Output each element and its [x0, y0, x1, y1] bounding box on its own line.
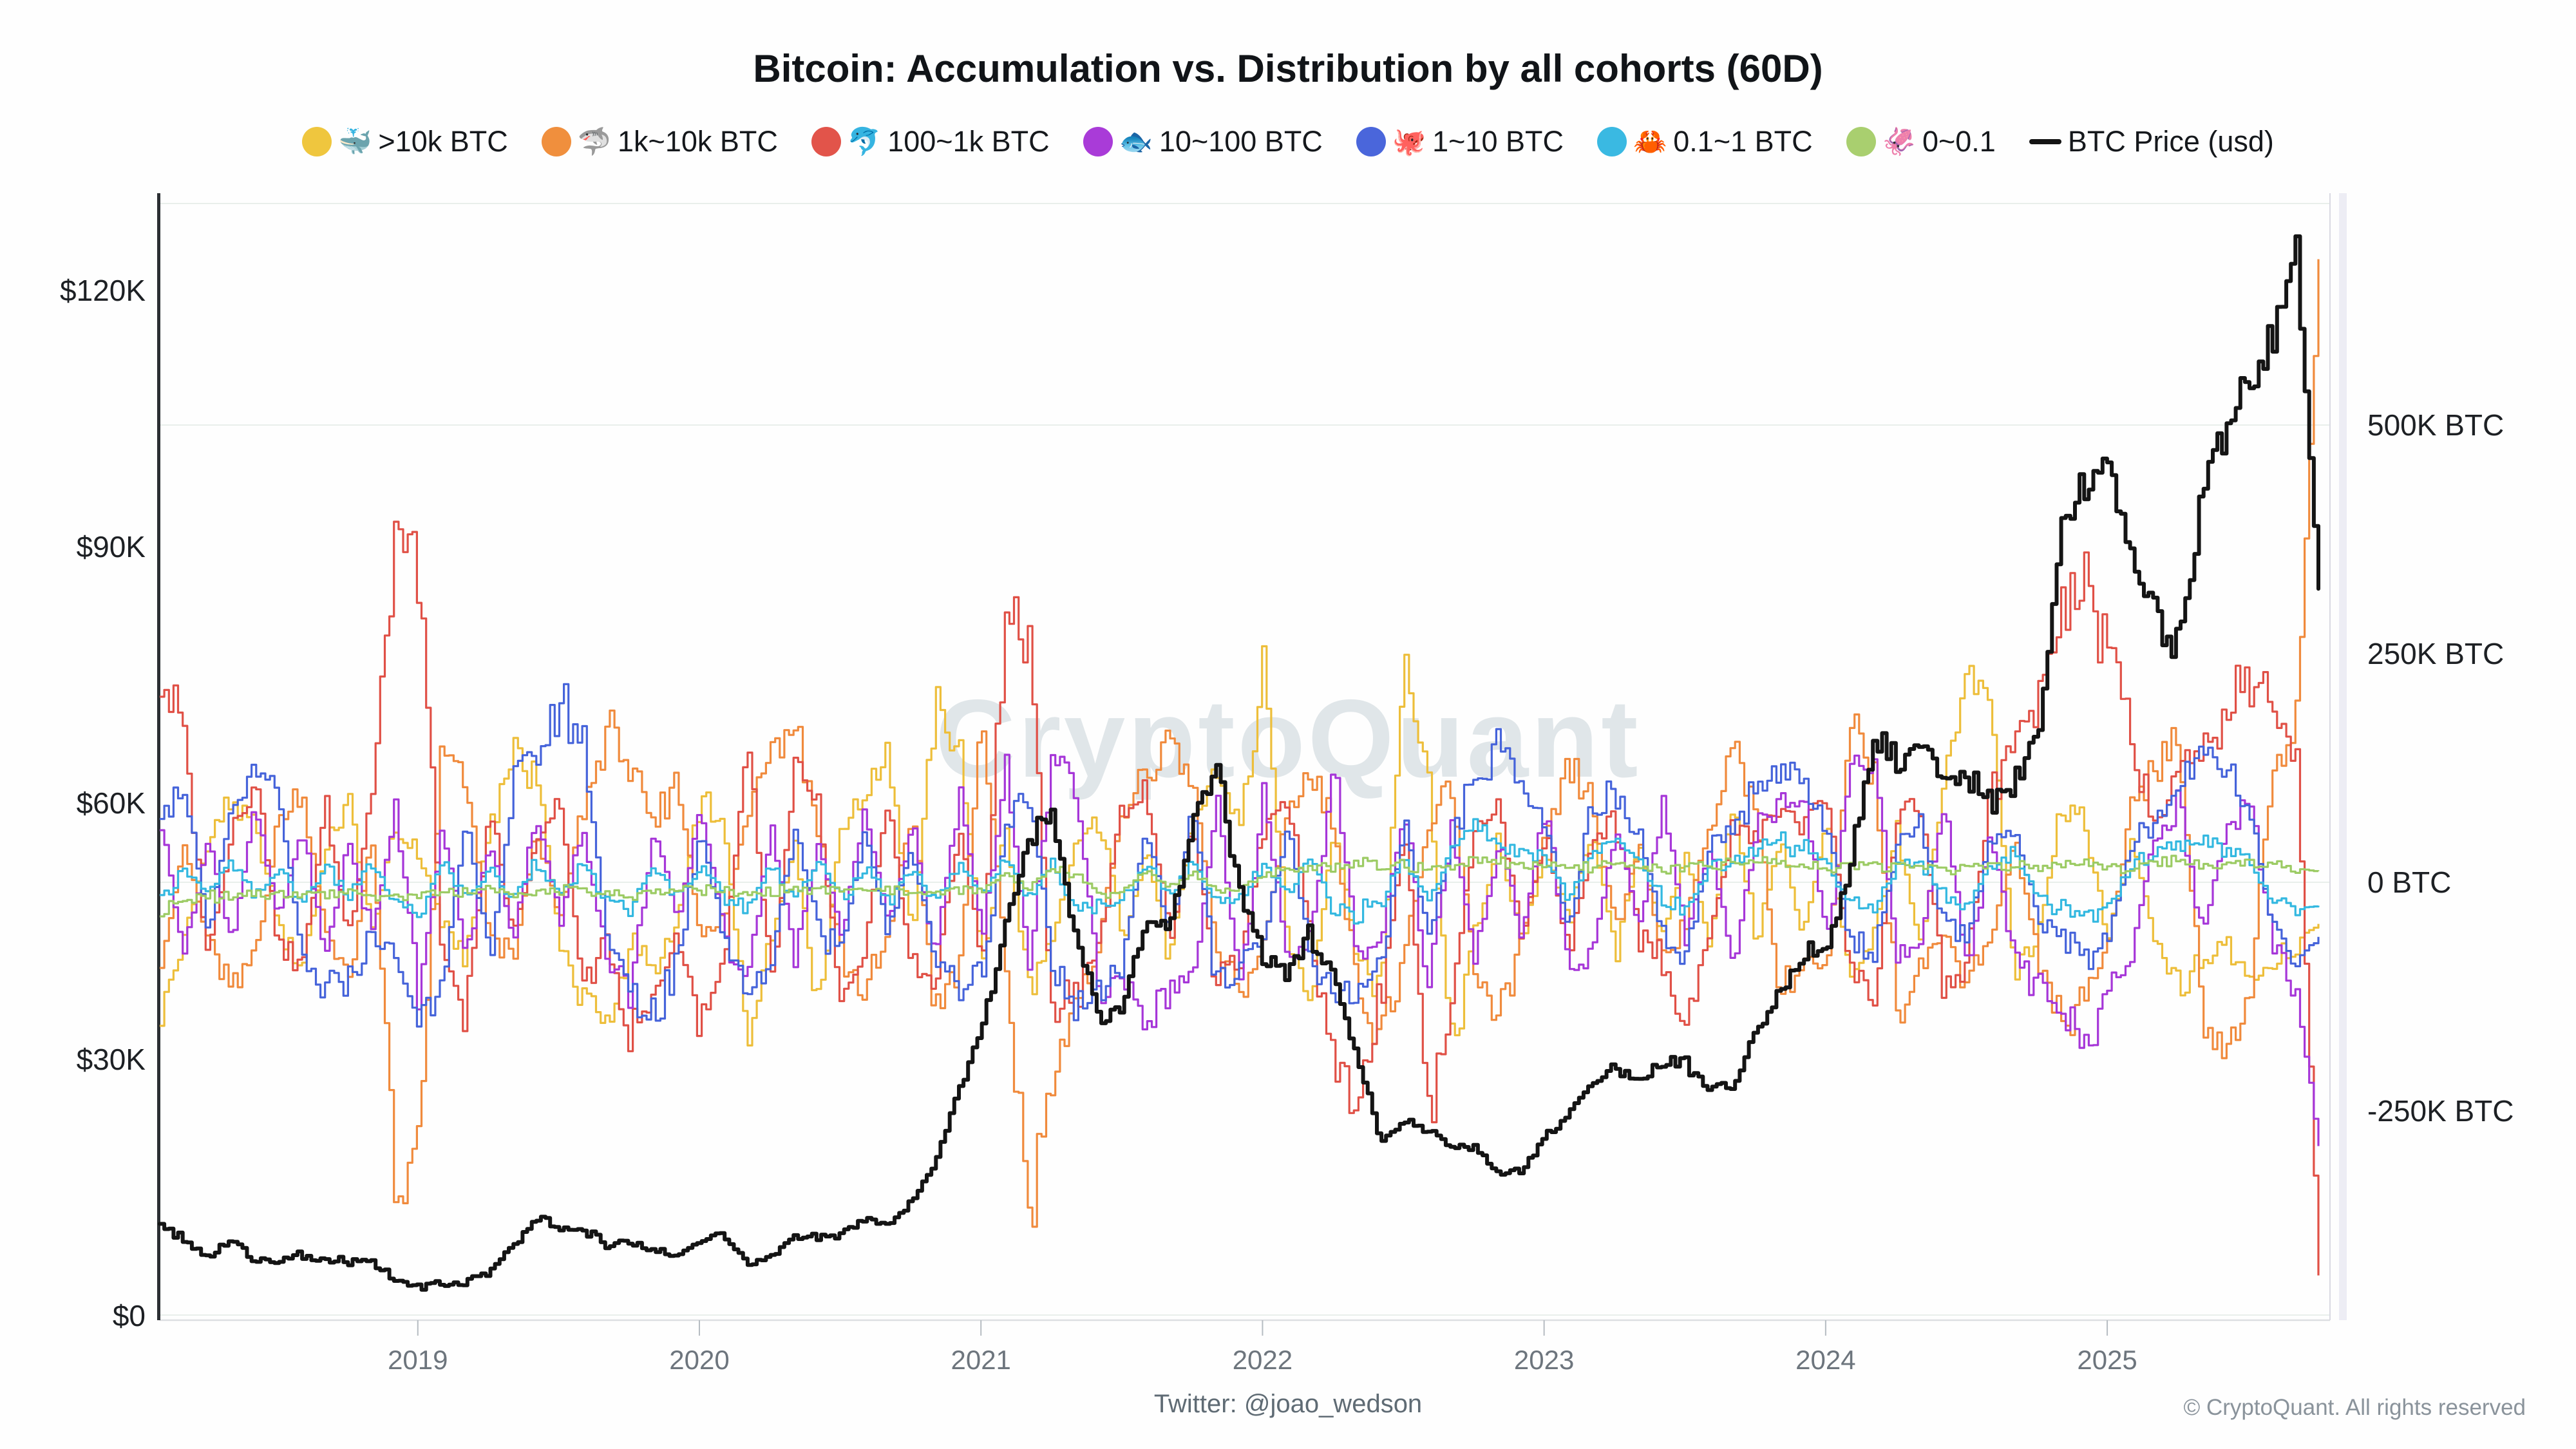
y-axis-label-left: $30K	[76, 1042, 146, 1076]
legend-item-1k-10k-BTC[interactable]: 🦈 1k~10k BTC	[541, 125, 778, 158]
legend-item-100-1k-BTC[interactable]: 🐬 100~1k BTC	[811, 125, 1050, 158]
x-axis-label-2021: 2021	[951, 1345, 1011, 1375]
page-title: Bitcoin: Accumulation vs. Distribution b…	[753, 47, 1823, 90]
outline-4	[160, 683, 2320, 1028]
legend-label: 1~10 BTC	[1432, 125, 1564, 158]
y-axis-label-right: 250K BTC	[2367, 637, 2505, 670]
legend-label: 1k~10k BTC	[618, 125, 778, 158]
octopus-icon: 🐙	[1392, 126, 1426, 156]
squid-icon: 🦑	[1882, 126, 1916, 156]
legend-item-btc-price[interactable]: BTC Price (usd)	[2029, 125, 2274, 158]
legend: 🐳 >10k BTC 🦈 1k~10k BTC 🐬 100~1k BTC 🐟 10~100 B…	[0, 125, 2576, 158]
y-axis-label-right: 500K BTC	[2367, 408, 2505, 442]
y-axis-label-right: -250K BTC	[2367, 1094, 2514, 1128]
cryptoquant-watermark: CryptoQuant	[935, 677, 1641, 800]
outline-6	[160, 855, 2320, 918]
footer-caption: Twitter: @joao_wedson	[1153, 1390, 1423, 1418]
legend-item-0-0-1[interactable]: 🦑 0~0.1	[1846, 125, 1996, 158]
price-line-icon	[2029, 139, 2061, 144]
legend-label: 10~100 BTC	[1159, 125, 1323, 158]
legend-item-1-10-BTC[interactable]: 🐙 1~10 BTC	[1356, 125, 1564, 158]
legend-label: 0.1~1 BTC	[1673, 125, 1813, 158]
legend-label: >10k BTC	[378, 125, 508, 158]
legend-label: 100~1k BTC	[887, 125, 1050, 158]
legend-item--10k-BTC[interactable]: 🐳 >10k BTC	[302, 125, 508, 158]
x-axis-label-2024: 2024	[1795, 1345, 1856, 1375]
fish-icon: 🐟	[1119, 126, 1153, 156]
legend-color-dot	[302, 127, 332, 156]
scrollbar-track[interactable]	[2339, 193, 2347, 1320]
footer-copyright: © CryptoQuant. All rights reserved	[2183, 1395, 2526, 1420]
y-axis-line	[157, 193, 160, 1320]
legend-color-dot	[541, 127, 571, 156]
x-axis-label-2023: 2023	[1513, 1345, 1575, 1375]
y-axis-label-right: 0 BTC	[2367, 866, 2452, 899]
x-axis-label-2025: 2025	[2077, 1345, 2137, 1375]
y-axis-label-left: $60K	[76, 786, 146, 820]
legend-item-0-1-1-BTC[interactable]: 🦀 0.1~1 BTC	[1596, 125, 1813, 158]
shark-icon: 🦈	[577, 126, 612, 156]
legend-color-dot	[811, 127, 841, 156]
btc-price-line	[158, 234, 2320, 1292]
legend-color-dot	[1846, 127, 1876, 156]
y-axis-label-left: $0	[112, 1299, 146, 1332]
legend-item-10-100-BTC[interactable]: 🐟 10~100 BTC	[1083, 125, 1323, 158]
legend-label: BTC Price (usd)	[2067, 125, 2274, 158]
whale-icon: 🐳	[338, 126, 372, 156]
y-axis-label-left: $90K	[76, 529, 146, 564]
dolphin-icon: 🐬	[847, 126, 882, 156]
y-axis-label-left: $120K	[59, 273, 146, 307]
x-axis-label-2022: 2022	[1232, 1345, 1293, 1375]
outline-0	[160, 645, 2320, 1046]
x-axis-label-2019: 2019	[388, 1345, 448, 1375]
crab-icon: 🦀	[1633, 126, 1667, 156]
legend-label: 0~0.1	[1922, 125, 1996, 158]
legend-color-dot	[1596, 127, 1627, 156]
legend-color-dot	[1356, 127, 1386, 156]
outline-1	[160, 259, 2320, 1228]
outline-5	[160, 818, 2320, 925]
legend-color-dot	[1083, 127, 1113, 156]
x-axis-label-2020: 2020	[669, 1345, 730, 1375]
